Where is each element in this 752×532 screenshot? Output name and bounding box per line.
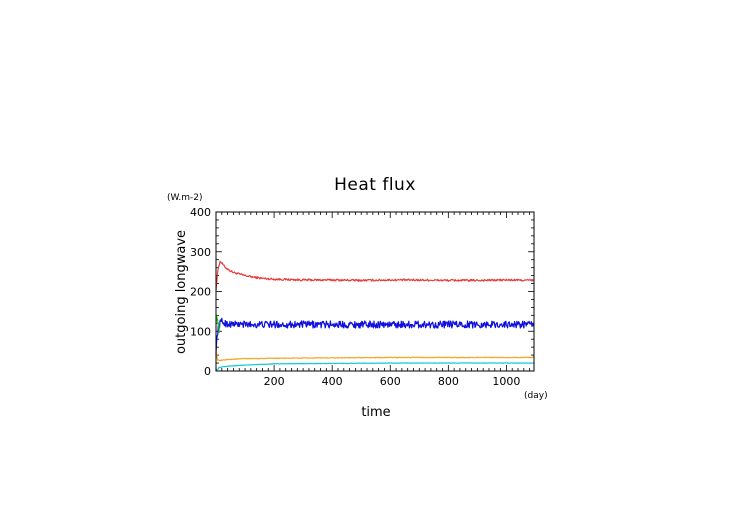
data-series — [215, 260, 535, 371]
x-tick-label: 200 — [264, 375, 285, 388]
axis-tick-labels: 200 400 600 800 1000 0 100 200 300 400 — [190, 206, 520, 388]
y-tick-label: 0 — [204, 365, 211, 378]
y-axis-title: outgoing longwave — [174, 230, 189, 354]
x-tick-label: 800 — [438, 375, 459, 388]
x-tick-label: 400 — [322, 375, 343, 388]
y-tick-label: 200 — [190, 286, 211, 299]
series-line-2 — [215, 317, 535, 355]
series-line-5 — [215, 362, 535, 371]
y-tick-label: 100 — [190, 325, 211, 338]
chart-title: Heat flux — [334, 175, 416, 195]
x-axis-title: time — [361, 405, 390, 420]
plot-frame — [215, 211, 535, 372]
y-tick-label: 300 — [190, 246, 211, 259]
axis-ticks — [215, 211, 534, 372]
series-line-1 — [215, 260, 535, 291]
y-unit-label: (W.m-2) — [167, 193, 203, 203]
x-tick-label: 600 — [380, 375, 401, 388]
series-line-4 — [215, 349, 535, 362]
y-tick-label: 400 — [190, 206, 211, 219]
x-unit-label: (day) — [524, 391, 548, 401]
series-line-3 — [215, 314, 220, 334]
x-tick-label: 1000 — [492, 375, 520, 388]
